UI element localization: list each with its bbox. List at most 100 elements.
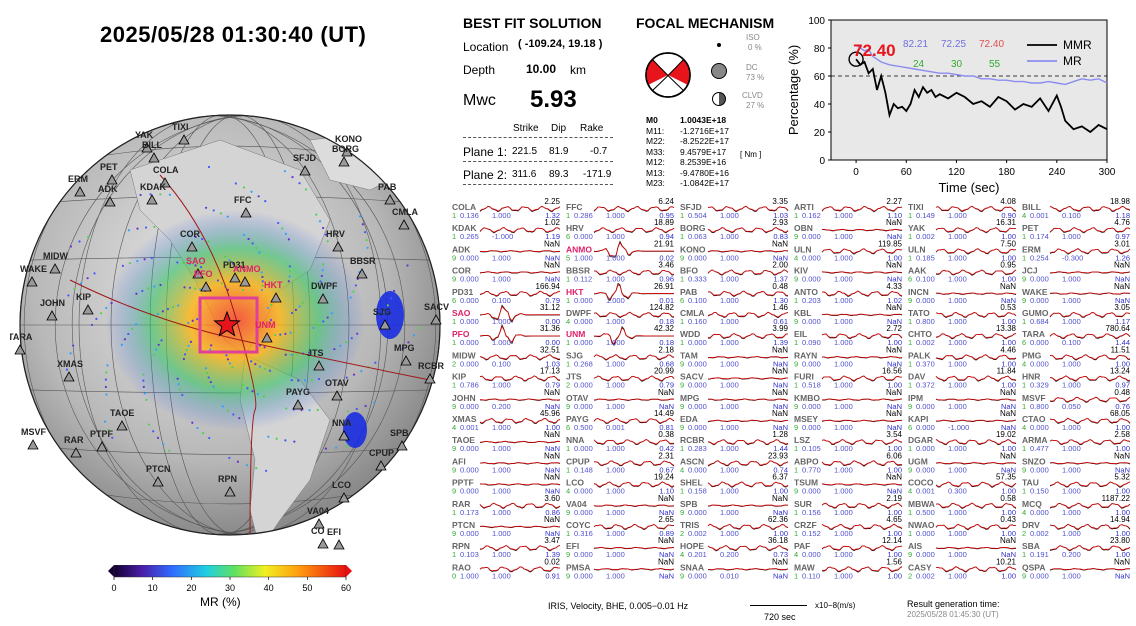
station-mr: NaN [1001, 423, 1016, 432]
station-a: 0.000 [460, 317, 479, 326]
station-count: 1 [680, 444, 684, 453]
synthetic-trace [1049, 523, 1131, 530]
station-waveform: FURI 16.56 1 0.518 1.000 1.00 [794, 367, 903, 390]
station-mr: 1.26 [1115, 253, 1130, 262]
synthetic-trace [593, 481, 675, 488]
station-a: 0.002 [688, 529, 707, 538]
station-marker-icon [396, 440, 408, 451]
y-axis-label: Percentage (%) [786, 45, 801, 135]
station-count: 1 [794, 296, 798, 305]
station-mr: NaN [545, 529, 560, 538]
tensor-value: -9.4780E+16 [680, 167, 729, 178]
station-waveform: AAK 0.95 6 0.100 1.000 1.00 [908, 261, 1017, 284]
tensor-name: M23: [646, 178, 665, 188]
station-name: RAYN [794, 350, 817, 360]
station-name: ARTI [794, 202, 814, 212]
station-label: PFO [194, 269, 213, 279]
station-b: 1.000 [834, 423, 853, 432]
station-mr: 1.00 [887, 508, 902, 517]
station-name: RAR [452, 499, 470, 509]
station-mr: 0.96 [659, 275, 674, 284]
station-count: 1 [908, 317, 912, 326]
station-b: 1.000 [948, 571, 967, 580]
station-name: ULN [908, 244, 925, 254]
station-b: 0.200 [1062, 550, 1081, 559]
station-waveform: UGM NaN 9 0.000 1.000 NaN [908, 451, 1016, 474]
synthetic-trace [821, 566, 903, 572]
station-mr: 1.44 [773, 444, 788, 453]
station-a: 0.002 [1030, 529, 1049, 538]
station-label: ERM [68, 174, 88, 184]
station-marker-icon [317, 538, 329, 549]
station-label: SPB [390, 428, 409, 438]
station-a: 0.000 [802, 402, 821, 411]
station-max: 6.37 [772, 473, 788, 482]
station-max: 1.56 [886, 557, 902, 566]
synthetic-trace [479, 290, 561, 297]
station-b: 1.000 [720, 253, 739, 262]
station-marker-icon [106, 174, 118, 185]
station-mr: 0.79 [659, 381, 674, 390]
station-max: 45.96 [540, 409, 561, 418]
station-mr: 1.00 [1001, 529, 1016, 538]
station-name: JOHN [452, 393, 476, 403]
station-count: 1 [566, 211, 570, 220]
station-count: 9 [680, 571, 684, 580]
station-max: 3.47 [544, 536, 560, 545]
station-b: 1.000 [834, 381, 853, 390]
station-mr: NaN [1115, 465, 1130, 474]
station-marker-icon [49, 263, 61, 274]
station-name: SFJD [680, 202, 702, 212]
station-b: 1.000 [1062, 487, 1081, 496]
station-b: 1.000 [606, 253, 625, 262]
station-a: 0.150 [1030, 487, 1049, 496]
station-max: NaN [1114, 261, 1130, 270]
station-mr: 1.03 [545, 359, 560, 368]
station-count: 4 [908, 487, 912, 496]
synthetic-trace [935, 333, 1017, 339]
station-a: 0.001 [1030, 211, 1049, 220]
station-count: 4 [794, 253, 798, 262]
station-count: 6 [680, 296, 684, 305]
station-name: MPG [680, 393, 700, 403]
synthetic-trace [935, 311, 1017, 318]
station-mr: 1.00 [1001, 232, 1016, 241]
station-label: MSVF [21, 427, 47, 437]
station-max: NaN [544, 239, 560, 248]
station-max: 1187.22 [1102, 494, 1131, 503]
plane1-rake: -0.7 [590, 146, 608, 157]
station-name: ABPO [794, 456, 819, 466]
station-mr: NaN [1001, 550, 1016, 559]
station-mr: 1.00 [1115, 550, 1130, 559]
synthetic-trace [479, 398, 561, 401]
station-marker-icon [224, 486, 236, 497]
station-b: 1.000 [606, 550, 625, 559]
station-name: FFC [566, 202, 583, 212]
station-mr: NaN [887, 487, 902, 496]
station-name: KMBO [794, 393, 820, 403]
station-a: 0.000 [802, 359, 821, 368]
station-mr: 0.97 [1115, 381, 1130, 390]
station-mr: 1.00 [1001, 253, 1016, 262]
percentage-chart-svg: 0 20 40 60 80 100 0 60 120 180 240 300 72.40 82.21 72.… [786, 16, 1116, 195]
tensor-name: M22: [646, 136, 665, 146]
station-waveform: NWAO 0.43 1 0.000 1.000 1.00 [908, 515, 1017, 538]
station-name: ANTO [794, 287, 818, 297]
station-name: WDD [680, 329, 700, 339]
epicenter-box [198, 296, 259, 354]
station-mr: 1.30 [773, 296, 788, 305]
synthetic-trace [821, 248, 903, 254]
station-waveform: EIL 2.72 1 0.090 1.000 1.00 [794, 324, 903, 347]
station-count: 4 [566, 487, 570, 496]
station-waveform: DWPF 124.82 4 0.000 1.000 0.18 [566, 303, 675, 326]
station-count: 1 [452, 550, 456, 559]
station-max: 166.94 [536, 282, 561, 291]
station-name: IPM [908, 393, 923, 403]
station-waveform: TRIS 62.36 2 0.002 1.000 1.00 [680, 515, 789, 538]
station-a: 0.000 [916, 550, 935, 559]
station-waveform: PALK 4.46 1 0.370 1.000 1.00 [908, 345, 1017, 368]
station-mr: 0.61 [773, 317, 788, 326]
station-name: ARMA [1022, 435, 1048, 445]
synthetic-trace [594, 269, 675, 276]
station-a: 0.504 [688, 211, 707, 220]
